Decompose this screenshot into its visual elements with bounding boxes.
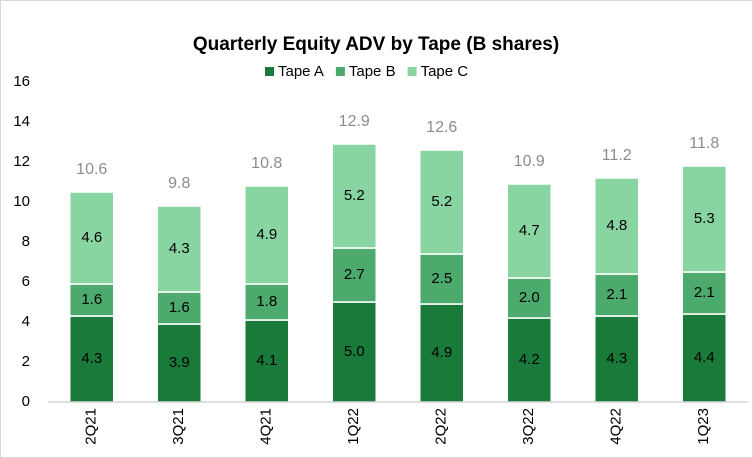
bar-segment [69, 315, 115, 403]
total-label: 9.8 [168, 175, 190, 192]
data-label: 4.4 [694, 349, 715, 366]
data-label: 2.1 [606, 286, 627, 303]
total-label: 10.6 [76, 161, 107, 178]
y-tick-label: 4 [22, 313, 30, 330]
bar-segment [681, 313, 727, 403]
total-label: 11.8 [689, 135, 719, 152]
data-label: 4.3 [169, 240, 190, 257]
bar-segment [506, 183, 552, 279]
data-label: 4.9 [431, 344, 452, 361]
total-label: 10.9 [514, 153, 545, 170]
bar-segment [244, 185, 290, 285]
data-label: 2.5 [431, 270, 452, 287]
data-label: 2.7 [344, 266, 365, 283]
y-tick-label: 6 [22, 273, 30, 290]
data-label: 1.6 [81, 291, 102, 308]
bar-segment [681, 271, 727, 315]
legend-label: Tape A [278, 63, 324, 80]
data-label: 4.3 [81, 350, 102, 367]
x-tick-label: 2Q21 [83, 408, 100, 445]
y-tick-label: 16 [13, 73, 30, 90]
y-tick-label: 8 [22, 233, 30, 250]
bar-segment [419, 149, 465, 255]
x-tick-label: 3Q21 [170, 408, 187, 445]
bar-segment [156, 291, 202, 325]
y-tick-label: 14 [13, 113, 30, 130]
total-label: 10.8 [251, 155, 282, 172]
legend-swatch [265, 67, 274, 76]
y-tick-label: 10 [13, 193, 30, 210]
total-label: 12.9 [339, 113, 370, 130]
bar-segment [331, 143, 377, 249]
bar-segment [244, 283, 290, 321]
legend-swatch [407, 67, 417, 76]
bar-segment [156, 205, 202, 293]
bar-segment [681, 165, 727, 273]
data-label: 4.7 [519, 222, 540, 239]
x-tick-label: 4Q22 [608, 408, 625, 445]
data-label: 4.8 [606, 217, 627, 234]
bar-segment [506, 317, 552, 403]
x-tick-label: 4Q21 [258, 408, 275, 445]
chart-title: Quarterly Equity ADV by Tape (B shares) [193, 34, 559, 55]
total-label: 12.6 [426, 119, 457, 136]
data-label: 2.0 [519, 289, 540, 306]
bar-segment [331, 247, 377, 303]
data-label: 4.6 [81, 229, 102, 246]
y-tick-label: 12 [13, 153, 30, 170]
x-tick-label: 1Q23 [695, 408, 712, 445]
data-label: 4.9 [256, 226, 277, 243]
data-label: 5.0 [344, 343, 365, 360]
data-label: 1.8 [256, 293, 277, 310]
bar-segment [331, 301, 377, 403]
data-label: 5.3 [694, 210, 715, 227]
x-tick-label: 3Q22 [520, 408, 537, 445]
data-label: 3.9 [169, 354, 190, 371]
bar-segment [506, 277, 552, 319]
y-tick-label: 0 [22, 393, 30, 410]
data-label: 5.2 [344, 187, 365, 204]
data-label: 4.3 [606, 350, 627, 367]
y-tick-label: 2 [22, 353, 30, 370]
data-label: 2.1 [694, 284, 715, 301]
data-label: 4.1 [256, 352, 277, 369]
data-label: 5.2 [431, 193, 452, 210]
x-tick-label: 1Q22 [345, 408, 362, 445]
bar-segment [419, 253, 465, 305]
legend-swatch [335, 67, 345, 76]
total-label: 11.2 [602, 147, 632, 164]
bar-segment [594, 315, 640, 403]
bar-segment [69, 191, 115, 285]
bar-segment [594, 177, 640, 275]
x-tick-label: 2Q22 [433, 408, 450, 445]
data-label: 4.2 [519, 351, 540, 368]
legend-label: Tape C [421, 63, 469, 80]
data-label: 1.6 [169, 299, 190, 316]
legend-label: Tape B [349, 63, 396, 80]
bar-segment [244, 319, 290, 403]
